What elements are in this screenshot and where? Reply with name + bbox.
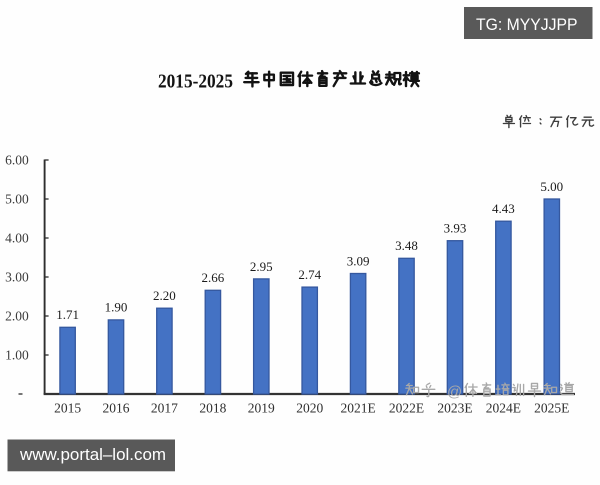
svg-text:TG: MYYJJPP: TG: MYYJJPP (476, 15, 578, 34)
svg-text:2.74: 2.74 (298, 267, 321, 282)
svg-text:2019: 2019 (248, 401, 275, 416)
svg-text:2025E: 2025E (534, 401, 569, 416)
svg-text:3.93: 3.93 (444, 221, 467, 236)
svg-text:4.00: 4.00 (5, 231, 29, 246)
svg-text:2.66: 2.66 (202, 270, 225, 285)
svg-text:1.90: 1.90 (105, 300, 128, 315)
svg-text:5.00: 5.00 (5, 192, 29, 207)
svg-text:3.00: 3.00 (5, 270, 29, 285)
svg-text:2.20: 2.20 (153, 288, 176, 303)
svg-text:www.portal–lol.com: www.portal–lol.com (19, 446, 166, 464)
svg-text:2022E: 2022E (389, 401, 424, 416)
svg-text:3.48: 3.48 (395, 238, 418, 253)
svg-text:2016: 2016 (103, 401, 130, 416)
svg-text:2.95: 2.95 (250, 259, 273, 274)
svg-text:1.71: 1.71 (56, 307, 79, 322)
svg-text:2017: 2017 (151, 401, 178, 416)
svg-text:3.09: 3.09 (347, 253, 370, 268)
svg-text:2015: 2015 (54, 401, 81, 416)
svg-text:1.00: 1.00 (5, 348, 29, 363)
svg-text:@: @ (447, 384, 462, 401)
svg-text:2015-2025: 2015-2025 (158, 72, 233, 93)
svg-text:2024E: 2024E (486, 401, 521, 416)
svg-text:6.00: 6.00 (5, 153, 29, 168)
svg-text:4.43: 4.43 (492, 201, 515, 216)
svg-text:2.00: 2.00 (5, 309, 29, 324)
svg-text:2023E: 2023E (437, 401, 472, 416)
svg-text:2021E: 2021E (340, 401, 375, 416)
svg-text:5.00: 5.00 (540, 179, 563, 194)
svg-text:2020: 2020 (296, 401, 323, 416)
svg-text:2018: 2018 (199, 401, 226, 416)
